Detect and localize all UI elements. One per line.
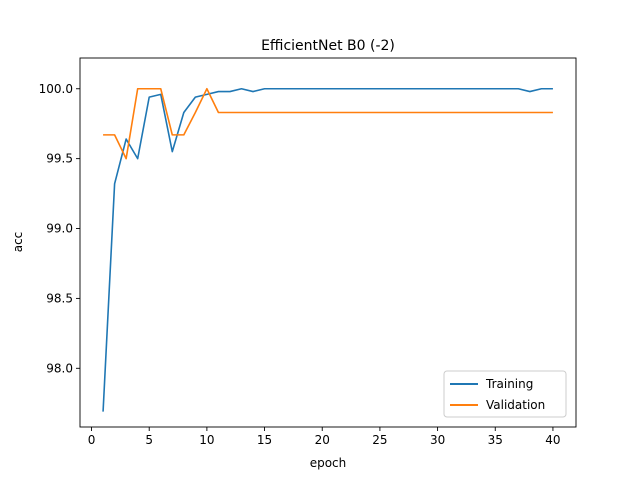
y-tick-label: 99.5: [46, 152, 73, 166]
x-tick-label: 15: [257, 433, 272, 447]
y-tick-label: 98.5: [46, 291, 73, 305]
x-tick-label: 30: [430, 433, 445, 447]
x-tick-label: 35: [488, 433, 503, 447]
x-axis-label: epoch: [310, 456, 347, 470]
legend: Training Validation: [443, 370, 567, 418]
axes: 0 5 10 15 20 25 30 35 40 98.0 98.5 99.0 99.5 100.0: [39, 57, 577, 447]
x-tick-label: 10: [199, 433, 214, 447]
legend-label-training: Training: [485, 377, 533, 391]
x-tick-label: 25: [372, 433, 387, 447]
y-tick-label: 98.0: [46, 361, 73, 375]
legend-label-validation: Validation: [486, 398, 545, 412]
x-tick-label: 40: [545, 433, 560, 447]
series-line-training: [102, 87, 553, 412]
axes-frame: [79, 57, 577, 428]
chart-title: EfficientNet B0 (-2): [261, 38, 395, 54]
y-axis-label: acc: [11, 232, 25, 253]
plot-area: [102, 87, 553, 412]
y-tick-label: 100.0: [39, 82, 73, 96]
series-line-validation: [103, 87, 553, 160]
x-tick-label: 0: [88, 433, 96, 447]
x-tick-label: 5: [145, 433, 153, 447]
x-tick-label: 20: [315, 433, 330, 447]
y-tick-label: 99.0: [46, 222, 73, 236]
